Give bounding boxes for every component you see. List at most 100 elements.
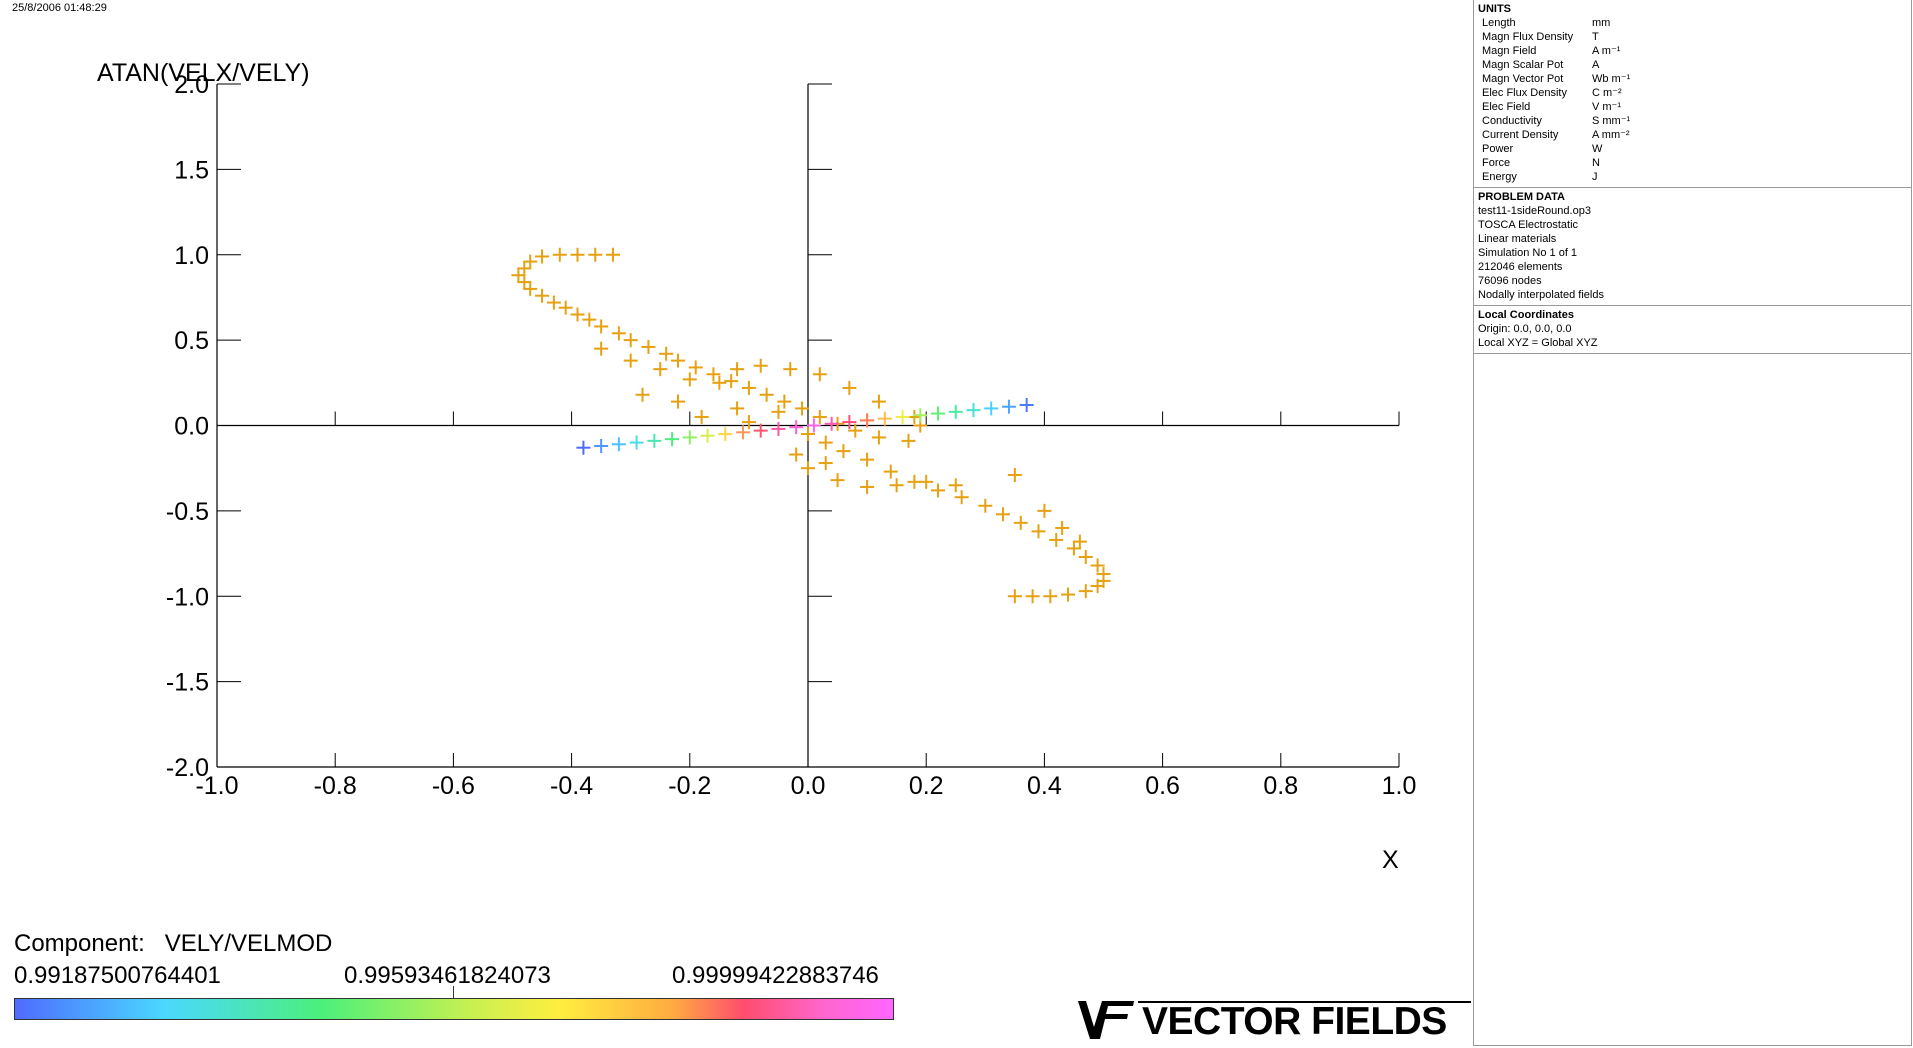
data-point-gradient: [771, 421, 786, 436]
data-point-orange: [535, 288, 550, 303]
data-point-orange: [830, 473, 845, 488]
data-point-orange: [623, 353, 638, 368]
data-point-orange: [978, 498, 993, 513]
unit-row: Power W: [1478, 142, 1907, 156]
x-tick-label: 0.8: [1263, 772, 1298, 800]
brand-rule: [1138, 1001, 1471, 1003]
unit-row: Current Density A mm⁻²: [1478, 128, 1907, 142]
data-point-orange: [594, 319, 609, 334]
data-point-orange: [546, 295, 561, 310]
data-point-orange: [712, 375, 727, 390]
data-point-orange: [901, 433, 916, 448]
x-tick-label: -0.2: [668, 772, 711, 800]
data-point-gradient: [665, 432, 680, 447]
brand-logo-block: VECTOR FIELDS: [1076, 995, 1471, 1045]
problem-data-line: Nodally interpolated fields: [1478, 289, 1604, 301]
data-point-orange: [889, 478, 904, 493]
data-point-gradient: [966, 403, 981, 418]
data-point-orange: [670, 394, 685, 409]
data-point-orange: [517, 261, 532, 276]
data-point-gradient: [576, 440, 591, 455]
data-point-gradient: [824, 416, 839, 431]
unit-name: Magn Vector Pot: [1482, 73, 1564, 85]
unit-name: Magn Scalar Pot: [1482, 59, 1564, 71]
x-tick-label: 1.0: [1382, 772, 1417, 800]
problem-data-line: 76096 nodes: [1478, 275, 1542, 287]
data-point-orange: [582, 312, 597, 327]
unit-name: Magn Field: [1482, 45, 1537, 57]
data-point-orange: [996, 507, 1011, 522]
data-point-orange: [1007, 468, 1022, 483]
data-point-orange: [818, 435, 833, 450]
data-point-gradient: [877, 411, 892, 426]
data-point-orange: [653, 362, 668, 377]
data-point-orange: [801, 427, 815, 442]
unit-value: T: [1592, 31, 1599, 43]
data-point-gradient: [1001, 399, 1016, 414]
data-point-gradient: [611, 437, 626, 452]
data-point-gradient: [984, 401, 999, 416]
data-point-orange: [1031, 524, 1046, 539]
y-tick-label: -1.5: [166, 669, 209, 697]
problem-data-list: test11-1sideRound.op3 TOSCA Electrostatic…: [1478, 204, 1907, 302]
y-tick-label: 0.0: [174, 413, 209, 441]
data-point-orange: [1072, 534, 1087, 549]
legend-component-label: Component:: [14, 930, 145, 957]
data-point-gradient: [682, 430, 697, 445]
data-point-orange: [1078, 549, 1093, 564]
data-point-gradient: [753, 423, 768, 438]
units-heading: UNITS: [1478, 3, 1511, 15]
data-point-orange: [641, 339, 656, 354]
data-point-orange: [558, 300, 573, 315]
data-point-orange: [1055, 520, 1070, 535]
data-point-orange: [1078, 584, 1093, 599]
brand-name: VECTOR FIELDS: [1142, 1000, 1447, 1043]
legend-max-value: 0.99999422883746: [672, 962, 879, 989]
problem-data-heading: PROBLEM DATA: [1478, 191, 1565, 203]
units-section: UNITS Length mm Magn Flux Density T Magn Fie…: [1474, 0, 1911, 188]
x-axis-label: X: [1382, 846, 1399, 874]
unit-value: A: [1592, 59, 1600, 71]
data-point-orange: [812, 409, 827, 424]
data-point-gradient: [806, 418, 821, 433]
data-point-orange: [1090, 558, 1105, 573]
data-point-orange: [1025, 589, 1040, 604]
data-point-gradient: [700, 428, 715, 443]
data-point-orange: [535, 249, 550, 264]
unit-row: Magn Vector Pot Wb m⁻¹: [1478, 72, 1907, 86]
x-tick-label: 0.4: [1027, 772, 1062, 800]
local-coordinates-line: Origin: 0.0, 0.0, 0.0: [1478, 323, 1572, 335]
data-point-orange: [570, 307, 585, 322]
local-coordinates-heading: Local Coordinates: [1478, 309, 1574, 321]
data-point-orange: [931, 483, 946, 498]
data-point-orange: [954, 490, 969, 505]
unit-value: J: [1592, 171, 1598, 183]
local-coordinates-section: Local Coordinates Origin: 0.0, 0.0, 0.0 L…: [1474, 306, 1911, 354]
data-point-orange: [777, 394, 792, 409]
data-point-gradient: [931, 406, 946, 421]
y-tick-label: 1.5: [174, 156, 209, 184]
unit-value: A m⁻¹: [1592, 45, 1621, 57]
units-list: Length mm Magn Flux Density T Magn Field A m⁻…: [1478, 16, 1907, 184]
y-tick-label: 2.0: [174, 71, 209, 99]
legend-min-value: 0.99187500764401: [14, 962, 221, 989]
problem-data-line: Simulation No 1 of 1: [1478, 247, 1578, 259]
data-point-orange: [523, 281, 538, 296]
unit-row: Magn Field A m⁻¹: [1478, 44, 1907, 58]
unit-value: mm: [1592, 17, 1611, 29]
unit-value: C m⁻²: [1592, 87, 1622, 99]
data-point-orange: [1066, 541, 1081, 556]
problem-data-line: TOSCA Electrostatic: [1478, 219, 1579, 231]
data-point-orange: [670, 353, 685, 368]
data-point-orange: [871, 430, 886, 445]
unit-name: Force: [1482, 157, 1511, 169]
y-axis-label: ATAN(VELX/VELY): [97, 59, 310, 87]
unit-value: S mm⁻¹: [1592, 115, 1631, 127]
data-point-orange: [871, 394, 886, 409]
data-point-orange: [836, 444, 851, 459]
data-point-orange: [1090, 579, 1105, 594]
data-point-orange: [1037, 503, 1052, 518]
unit-row: Elec Flux Density C m⁻²: [1478, 86, 1907, 100]
data-point-orange: [688, 360, 703, 375]
x-tick-label: -0.4: [550, 772, 593, 800]
